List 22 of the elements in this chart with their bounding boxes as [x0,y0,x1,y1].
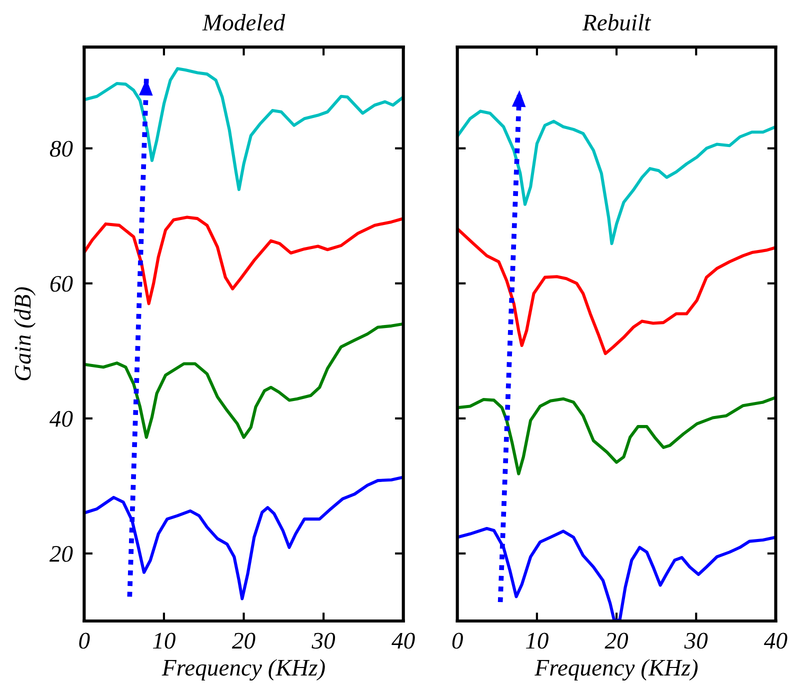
x-tick-label: 20 [232,632,256,649]
x-tick-label: 10 [526,632,548,649]
x-tick-label: 40 [764,632,788,649]
x-tick-label: 0 [79,632,90,649]
y-axis-title: Gain (dB) [14,287,36,380]
line-series [84,322,404,439]
y-tick-label: 20 [49,546,73,562]
line-series [84,216,404,306]
x-tick-label: 0 [452,632,463,649]
y-tick-label: 60 [50,276,73,292]
x-axis-title: Frequency (KHz) [162,659,325,681]
x-axis-title: Frequency (KHz) [534,659,698,681]
x-tick-label: 10 [152,632,176,649]
line-series [84,67,404,192]
x-tick-label: 30 [312,632,336,649]
chart-title: Modeled [202,14,286,31]
x-tick-label: 40 [392,632,415,649]
chart-title: Rebuilt [582,14,652,31]
y-tick-label: 40 [50,410,73,427]
x-tick-label: 30 [684,632,708,649]
y-tick-label: 80 [50,140,73,157]
x-tick-label: 20 [604,632,628,649]
